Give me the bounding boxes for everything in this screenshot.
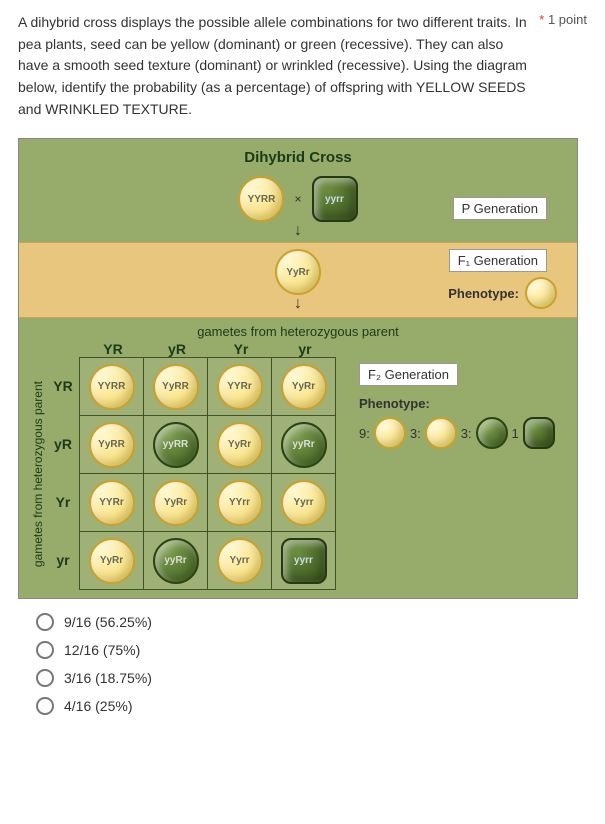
f1-generation-label: F₁ Generation [449,249,547,272]
required-marker: * [539,12,544,27]
genotype-seed: YyRr [89,538,135,584]
gametes-header: gametes from heterozygous parent [19,318,577,339]
f2-generation-label: F₂ Generation [359,363,458,386]
arrow-down-icon: ↓ [294,222,302,240]
genotype-seed: YYrr [217,480,263,526]
radio-icon[interactable] [36,641,54,659]
option-c[interactable]: 3/16 (18.75%) [36,669,587,687]
arrow-down-icon: ↓ [294,295,302,313]
p-parent-1-seed: YYRR [238,176,284,222]
f2-phenotype-label: Phenotype: [359,396,569,411]
punnett-cell: YyRr [144,474,208,532]
points-value: 1 point [548,12,587,27]
col-header: yR [145,341,209,357]
radio-icon[interactable] [36,697,54,715]
cross-symbol: × [294,192,301,206]
row-header: Yr [47,473,79,531]
f1-seed: YyRr [275,249,321,295]
punnett-cell: YyRr [208,416,272,474]
genotype-seed: YYRr [217,364,263,410]
col-header: YR [81,341,145,357]
punnett-cell: Yyrr [208,532,272,590]
genotype-seed: YyRr [281,364,327,410]
dihybrid-diagram: Dihybrid Cross YYRR × yyrr ↓ P Generatio… [18,138,578,599]
genotype-seed: YyRR [153,364,199,410]
genotype-seed: YyRr [153,480,199,526]
punnett-cell: Yyrr [272,474,336,532]
f1-band: YyRr ↓ F₁ Generation Phenotype: [19,242,577,318]
punnett-cell: yyRr [272,416,336,474]
ratio-number: 3: [410,426,421,441]
punnett-cell: YyRR [80,416,144,474]
f1-phenotype: Phenotype: [448,277,557,309]
row-header: YR [47,357,79,415]
gametes-ylabel: gametes from heterozygous parent [29,377,47,571]
points-label: * 1 point [539,12,587,27]
radio-icon[interactable] [36,613,54,631]
genotype-seed: YYRR [89,364,135,410]
col-header: yr [273,341,337,357]
punnett-cell: YYRr [80,474,144,532]
punnett-cell: YYrr [208,474,272,532]
option-label: 4/16 (25%) [64,698,132,714]
option-label: 9/16 (56.25%) [64,614,152,630]
ratio-number: 3: [461,426,472,441]
genotype-seed: yyrr [281,538,327,584]
gamete-row-headers: YR yR Yr yr [47,357,79,590]
question-text: A dihybrid cross displays the possible a… [18,12,527,120]
punnett-square: YYRR YyRR YYRr YyRr YyRR yyRR YyRr yyRr YYRr YyRr… [79,357,336,590]
punnett-cell: YyRR [144,358,208,416]
genotype-seed: yyRR [153,422,199,468]
option-label: 3/16 (18.75%) [64,670,152,686]
f1-phenotype-label: Phenotype: [448,286,519,301]
f1-phenotype-seed [525,277,557,309]
punnett-cell: yyRR [144,416,208,474]
punnett-wrap: gametes from heterozygous parent YR yR Y… [19,357,577,590]
ratio-number: 9: [359,426,370,441]
option-d[interactable]: 4/16 (25%) [36,697,587,715]
punnett-cell: yyRr [144,532,208,590]
option-b[interactable]: 12/16 (75%) [36,641,587,659]
punnett-cell: YyRr [80,532,144,590]
p-parent-2-seed: yyrr [312,176,358,222]
p-generation-row: YYRR × yyrr ↓ P Generation [19,172,577,242]
ratio-seed-icon [476,417,508,449]
punnett-cell: YYRr [208,358,272,416]
option-a[interactable]: 9/16 (56.25%) [36,613,587,631]
option-label: 12/16 (75%) [64,642,140,658]
f2-panel: F₂ Generation Phenotype: 9: 3: 3: 1 [359,363,569,449]
punnett-cell: YyRr [272,358,336,416]
p-generation-label: P Generation [453,197,547,220]
genotype-seed: Yyrr [281,480,327,526]
ratio-seed-icon [425,417,457,449]
genotype-seed: YYRr [89,480,135,526]
col-header: Yr [209,341,273,357]
punnett-cell: yyrr [272,532,336,590]
ratio-seed-icon [523,417,555,449]
genotype-seed: YyRr [217,422,263,468]
row-header: yR [47,415,79,473]
diagram-title: Dihybrid Cross [19,139,577,172]
genotype-seed: YyRR [89,422,135,468]
gamete-col-headers: YR yR Yr yr [81,341,337,357]
ratio-seed-icon [374,417,406,449]
row-header: yr [47,531,79,589]
answer-options: 9/16 (56.25%) 12/16 (75%) 3/16 (18.75%) … [36,613,587,715]
genotype-seed: yyRr [153,538,199,584]
punnett-cell: YYRR [80,358,144,416]
radio-icon[interactable] [36,669,54,687]
ratio-number: 1 [512,426,519,441]
genotype-seed: yyRr [281,422,327,468]
genotype-seed: Yyrr [217,538,263,584]
phenotype-ratio: 9: 3: 3: 1 [359,417,569,449]
